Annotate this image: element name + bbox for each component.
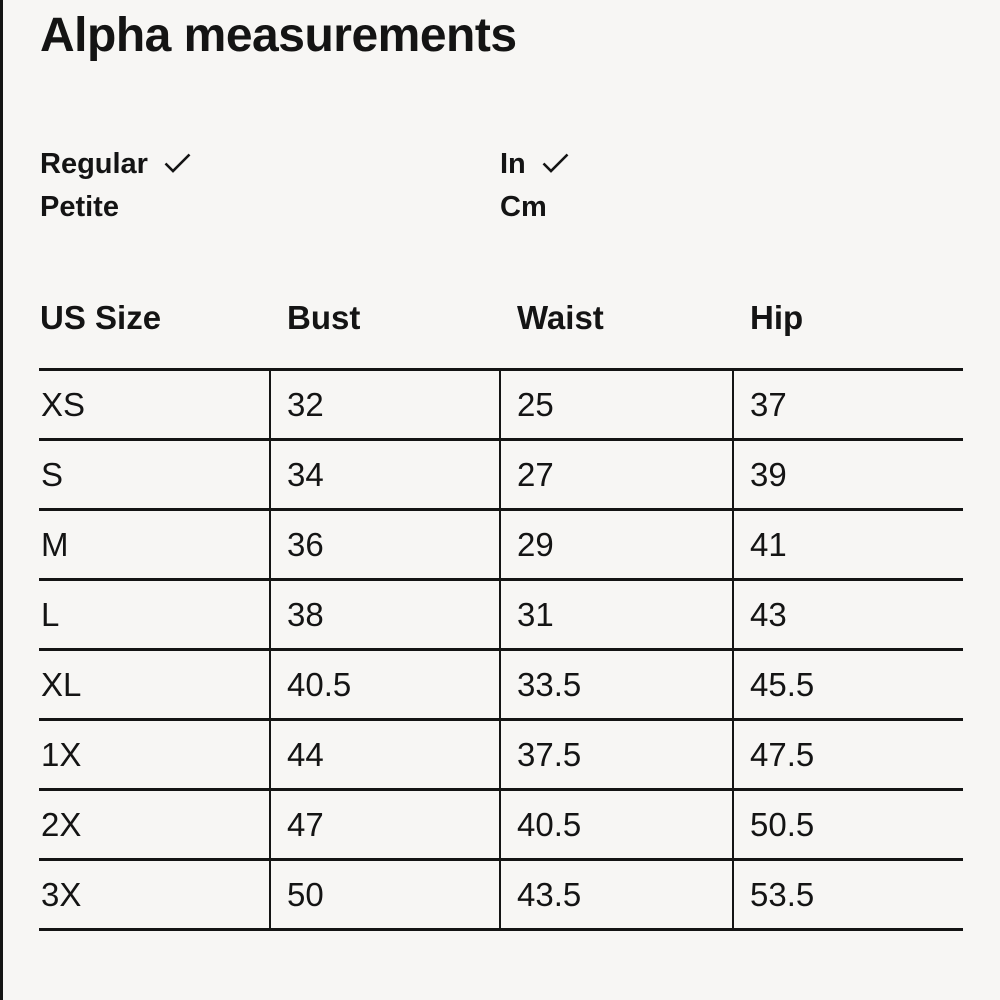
table-row: XL 40.5 33.5 45.5 bbox=[39, 651, 963, 721]
table-row: 2X 47 40.5 50.5 bbox=[39, 791, 963, 861]
cell-waist: 29 bbox=[499, 511, 732, 578]
cell-bust: 44 bbox=[269, 721, 499, 788]
col-header-bust: Bust bbox=[287, 299, 361, 336]
col-header-hip: Hip bbox=[750, 299, 804, 336]
cell-bust: 47 bbox=[269, 791, 499, 858]
cell-size: 1X bbox=[41, 735, 82, 773]
cell-hip: 39 bbox=[732, 441, 963, 508]
cell-waist: 33.5 bbox=[499, 651, 732, 718]
table-row: 1X 44 37.5 47.5 bbox=[39, 721, 963, 791]
fit-selector: Regular Petite bbox=[40, 143, 192, 229]
cell-bust: 38 bbox=[269, 581, 499, 648]
panel-left-border bbox=[0, 0, 3, 1000]
cell-size: S bbox=[41, 455, 64, 493]
cell-waist: 27 bbox=[499, 441, 732, 508]
table-row: S 34 27 39 bbox=[39, 441, 963, 511]
cell-bust: 34 bbox=[269, 441, 499, 508]
cell-hip: 53.5 bbox=[732, 861, 963, 928]
cell-size: 2X bbox=[41, 805, 82, 843]
cell-hip: 43 bbox=[732, 581, 963, 648]
table-row: M 36 29 41 bbox=[39, 511, 963, 581]
cell-hip: 41 bbox=[732, 511, 963, 578]
cell-bust: 50 bbox=[269, 861, 499, 928]
table-header-row: US Size Bust Waist Hip bbox=[39, 298, 963, 338]
unit-selector: In Cm bbox=[500, 143, 570, 229]
cell-size: M bbox=[41, 525, 69, 563]
check-icon bbox=[541, 152, 570, 174]
check-icon bbox=[163, 152, 192, 174]
cell-size: 3X bbox=[41, 875, 82, 913]
unit-option-in-label: In bbox=[500, 148, 526, 180]
col-header-waist: Waist bbox=[517, 299, 604, 336]
cell-bust: 32 bbox=[269, 371, 499, 438]
cell-bust: 36 bbox=[269, 511, 499, 578]
cell-waist: 43.5 bbox=[499, 861, 732, 928]
fit-option-regular[interactable]: Regular bbox=[40, 143, 192, 186]
unit-option-in[interactable]: In bbox=[500, 143, 570, 186]
cell-hip: 37 bbox=[732, 371, 963, 438]
cell-waist: 25 bbox=[499, 371, 732, 438]
cell-waist: 37.5 bbox=[499, 721, 732, 788]
fit-option-regular-label: Regular bbox=[40, 148, 148, 180]
cell-waist: 40.5 bbox=[499, 791, 732, 858]
measurements-table: XS 32 25 37 S 34 27 39 M 36 29 41 L 38 3… bbox=[39, 368, 963, 931]
cell-size: XL bbox=[41, 665, 82, 703]
table-row: L 38 31 43 bbox=[39, 581, 963, 651]
cell-waist: 31 bbox=[499, 581, 732, 648]
fit-option-petite-label: Petite bbox=[40, 191, 119, 223]
cell-size: XS bbox=[41, 385, 86, 423]
table-row: XS 32 25 37 bbox=[39, 371, 963, 441]
cell-hip: 45.5 bbox=[732, 651, 963, 718]
cell-hip: 50.5 bbox=[732, 791, 963, 858]
cell-hip: 47.5 bbox=[732, 721, 963, 788]
cell-bust: 40.5 bbox=[269, 651, 499, 718]
table-row: 3X 50 43.5 53.5 bbox=[39, 861, 963, 928]
unit-option-cm-label: Cm bbox=[500, 191, 547, 223]
page-title: Alpha measurements bbox=[40, 9, 517, 62]
cell-size: L bbox=[41, 595, 60, 633]
unit-option-cm[interactable]: Cm bbox=[500, 186, 570, 229]
fit-option-petite[interactable]: Petite bbox=[40, 186, 192, 229]
col-header-us-size: US Size bbox=[40, 299, 162, 336]
